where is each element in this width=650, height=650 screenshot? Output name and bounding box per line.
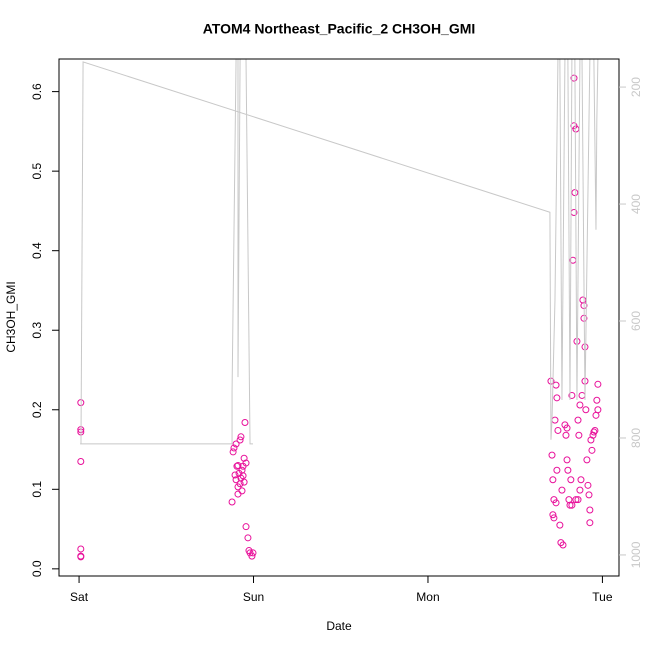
point — [550, 514, 558, 522]
point — [590, 428, 598, 436]
point — [552, 499, 560, 507]
point — [568, 391, 576, 399]
point — [232, 440, 240, 448]
point — [558, 486, 566, 494]
point — [564, 466, 572, 474]
point — [591, 426, 599, 434]
y-tick-label: 0.4 — [30, 242, 44, 259]
point — [77, 553, 85, 561]
point — [577, 476, 585, 484]
y2-tick-label: 1000 — [629, 541, 643, 568]
point — [549, 476, 557, 484]
point — [593, 396, 601, 404]
x-tick-label: Sat — [70, 590, 89, 604]
point — [571, 189, 579, 197]
point — [557, 539, 565, 547]
point — [574, 416, 582, 424]
point — [230, 444, 238, 452]
y-tick-label: 0.2 — [30, 401, 44, 418]
point — [562, 431, 570, 439]
point — [248, 552, 256, 560]
point — [589, 431, 597, 439]
point — [575, 431, 583, 439]
point — [586, 519, 594, 527]
point — [594, 380, 602, 388]
x-axis-label: Date — [326, 619, 352, 633]
point — [244, 534, 252, 542]
point — [548, 451, 556, 459]
y2-tick-label: 400 — [629, 194, 643, 214]
point — [556, 521, 564, 529]
chart-title: ATOM4 Northeast_Pacific_2 CH3OH_GMI — [203, 21, 476, 37]
point — [237, 474, 245, 482]
point — [572, 496, 580, 504]
y-tick-label: 0.6 — [30, 83, 44, 100]
point — [588, 446, 596, 454]
point — [242, 523, 250, 531]
point — [549, 511, 557, 519]
point — [585, 491, 593, 499]
point — [554, 426, 562, 434]
point — [594, 406, 602, 414]
point — [553, 466, 561, 474]
point — [570, 74, 578, 82]
point — [236, 436, 244, 444]
point — [240, 454, 248, 462]
point — [235, 469, 243, 477]
y-tick-label: 0.0 — [30, 560, 44, 577]
point — [576, 486, 584, 494]
plot-frame — [58, 58, 620, 577]
point — [234, 461, 242, 469]
point — [232, 476, 240, 484]
point — [241, 418, 249, 426]
point — [231, 471, 239, 479]
point — [582, 406, 590, 414]
y2-tick-label: 800 — [629, 428, 643, 448]
point — [237, 433, 245, 441]
point — [563, 424, 571, 432]
point — [586, 506, 594, 514]
point — [584, 481, 592, 489]
point — [566, 501, 574, 509]
x-tick-label: Sun — [243, 590, 264, 604]
point — [242, 459, 250, 467]
point — [559, 541, 567, 549]
point — [234, 490, 242, 498]
point — [553, 394, 561, 402]
y-tick-label: 0.1 — [30, 481, 44, 498]
point — [229, 448, 237, 456]
y-tick-label: 0.3 — [30, 322, 44, 339]
point — [576, 401, 584, 409]
y-axis-label: CH3OH_GMI — [4, 281, 18, 352]
point — [77, 545, 85, 553]
x-tick-label: Tue — [592, 590, 613, 604]
x-tick-label: Mon — [416, 590, 439, 604]
point — [583, 456, 591, 464]
y-tick-label: 0.5 — [30, 162, 44, 179]
point — [567, 476, 575, 484]
point — [574, 496, 582, 504]
point — [77, 457, 85, 465]
point — [568, 501, 576, 509]
point — [249, 549, 257, 557]
y2-tick-label: 600 — [629, 311, 643, 331]
point — [563, 456, 571, 464]
y2-tick-label: 200 — [629, 77, 643, 97]
point — [228, 498, 236, 506]
